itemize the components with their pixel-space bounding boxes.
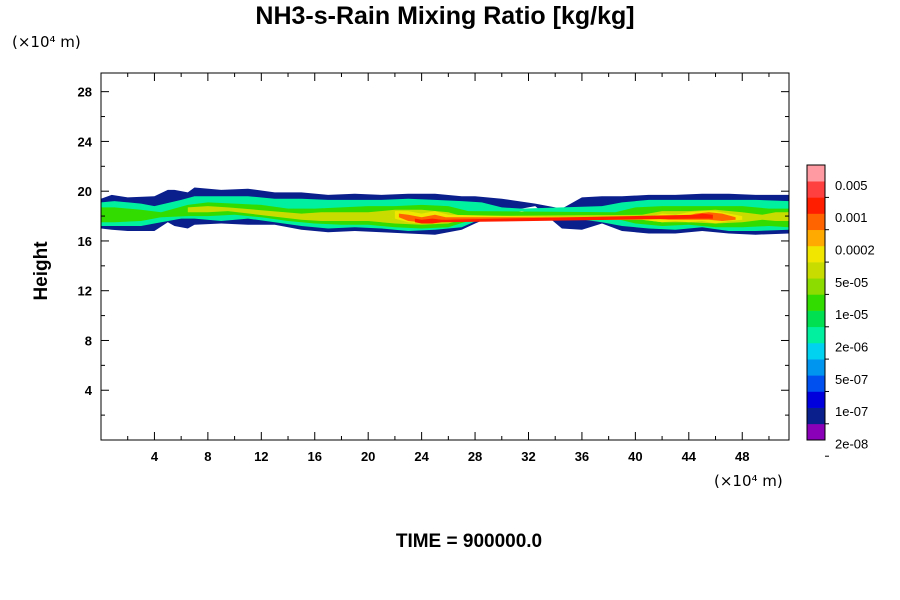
y-tick-label: 28 bbox=[78, 85, 92, 100]
colorbar: 0.005 0.001 0.0002 5e-05 1e-05 2e-06 5e-07 1e-0… bbox=[806, 164, 875, 457]
x-tick-label: 16 bbox=[308, 449, 322, 464]
colorbar-label: 2e-06 bbox=[835, 340, 868, 355]
x-tick-label: 24 bbox=[414, 449, 429, 464]
colorbar-label: 0.005 bbox=[835, 178, 868, 193]
colorbar-swatch bbox=[807, 423, 825, 441]
colorbar-label: 1e-07 bbox=[835, 404, 868, 419]
x-tick-label: 4 bbox=[151, 449, 159, 464]
y-tick-label: 16 bbox=[78, 234, 92, 249]
x-tick-label: 48 bbox=[735, 449, 749, 464]
contour-field bbox=[101, 187, 789, 235]
x-tick-label: 12 bbox=[254, 449, 268, 464]
x-tick-label: 40 bbox=[628, 449, 642, 464]
y-tick-label: 8 bbox=[85, 333, 92, 348]
colorbar-swatch bbox=[807, 294, 825, 311]
x-tick-label: 44 bbox=[682, 449, 697, 464]
y-tick-label: 4 bbox=[85, 383, 93, 398]
y-tick-label: 24 bbox=[78, 134, 93, 149]
x-tick-label: 20 bbox=[361, 449, 375, 464]
x-tick-label: 8 bbox=[204, 449, 211, 464]
contour-band-orange bbox=[398, 212, 736, 223]
colorbar-swatch bbox=[807, 165, 825, 182]
colorbar-swatch bbox=[807, 229, 825, 247]
x-tick-label: 28 bbox=[468, 449, 482, 464]
colorbar-frame bbox=[806, 164, 826, 441]
contour-band-yellow-green bbox=[187, 206, 789, 225]
y-tick-label: 20 bbox=[78, 184, 92, 199]
colorbar-swatch bbox=[807, 342, 825, 360]
contour-band-dark-orange bbox=[414, 213, 713, 224]
colorbar-swatch bbox=[807, 359, 825, 376]
colorbar-label: 2e-08 bbox=[835, 437, 868, 452]
y-tick-label: 12 bbox=[78, 284, 92, 299]
colorbar-swatch bbox=[807, 391, 825, 408]
colorbar-swatch bbox=[807, 245, 825, 263]
colorbar-swatch bbox=[807, 197, 825, 214]
colorbar-swatch bbox=[807, 326, 825, 344]
time-label: TIME = 900000.0 bbox=[395, 531, 543, 552]
colorbar-label: 1e-05 bbox=[835, 307, 868, 322]
chart-title: NH3-s-Rain Mixing Ratio [kg/kg] bbox=[255, 2, 635, 30]
colorbar-swatch bbox=[807, 407, 825, 425]
x-tick-label: 36 bbox=[575, 449, 589, 464]
colorbar-label: 0.0002 bbox=[835, 243, 875, 258]
x-tick-label: 32 bbox=[521, 449, 535, 464]
plot-frame bbox=[100, 72, 790, 441]
colorbar-swatch bbox=[807, 375, 825, 392]
colorbar-swatch bbox=[807, 262, 825, 279]
colorbar-swatch bbox=[807, 213, 825, 231]
colorbar-label: 5e-07 bbox=[835, 372, 868, 387]
x-axis-unit: (×10⁴ m) bbox=[714, 472, 783, 490]
colorbar-swatch bbox=[807, 310, 825, 328]
colorbar-label: 5e-05 bbox=[835, 275, 868, 290]
colorbar-swatch bbox=[807, 278, 825, 295]
y-axis-unit: (×10⁴ m) bbox=[12, 33, 81, 51]
colorbar-label: 0.001 bbox=[835, 210, 868, 225]
colorbar-swatch bbox=[807, 181, 825, 198]
